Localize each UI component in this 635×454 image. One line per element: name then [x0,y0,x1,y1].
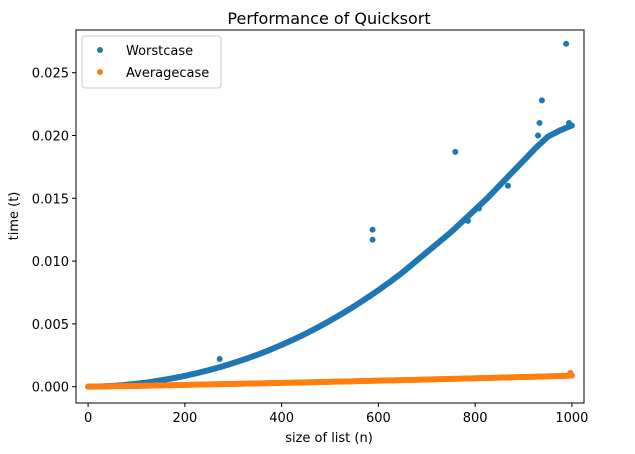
data-point-outlier [369,226,376,233]
data-point-outlier [566,119,572,126]
axis-ticks: 0 200 400 600 800 1000 0.000 0.005 0.010 0.015 0.0… [32,67,589,426]
plot-area [85,40,575,390]
data-point-outlier [505,182,512,189]
legend-marker-worstcase [97,47,103,53]
data-point-outlier [452,148,459,155]
y-tick-label: 0.010 [32,255,69,270]
y-tick-label: 0.015 [32,192,69,207]
legend-label-averagecase: Averagecase [126,66,209,81]
y-tick-label: 0.025 [32,67,69,82]
data-point-outlier [369,236,376,243]
data-point-outlier [538,97,545,104]
x-axis-label: size of list (n) [285,431,373,446]
legend-label-worstcase: Worstcase [126,44,193,59]
x-tick-label: 0 [84,411,92,426]
y-tick-label: 0.005 [32,318,69,333]
data-point-outlier [563,40,570,47]
x-tick-label: 200 [172,411,197,426]
legend-marker-averagecase [97,69,103,75]
y-tick-label: 0.000 [32,381,69,396]
x-tick-label: 600 [366,411,391,426]
y-tick-label: 0.020 [32,129,69,144]
data-point-outlier [536,119,543,126]
data-point-outlier [567,369,574,376]
chart-title: Performance of Quicksort [227,9,430,28]
data-point-outlier [535,132,542,139]
y-axis-label: time (t) [7,192,22,241]
x-tick-label: 1000 [555,411,588,426]
legend-frame [81,35,222,89]
data-point-outlier [216,356,223,363]
data-point-outlier [476,205,483,212]
series-averagecase [85,369,575,390]
plot-frame [75,29,585,404]
data-point-outlier [464,217,471,224]
x-tick-label: 400 [269,411,294,426]
x-tick-label: 800 [463,411,488,426]
legend: Worstcase Averagecase [81,35,222,89]
